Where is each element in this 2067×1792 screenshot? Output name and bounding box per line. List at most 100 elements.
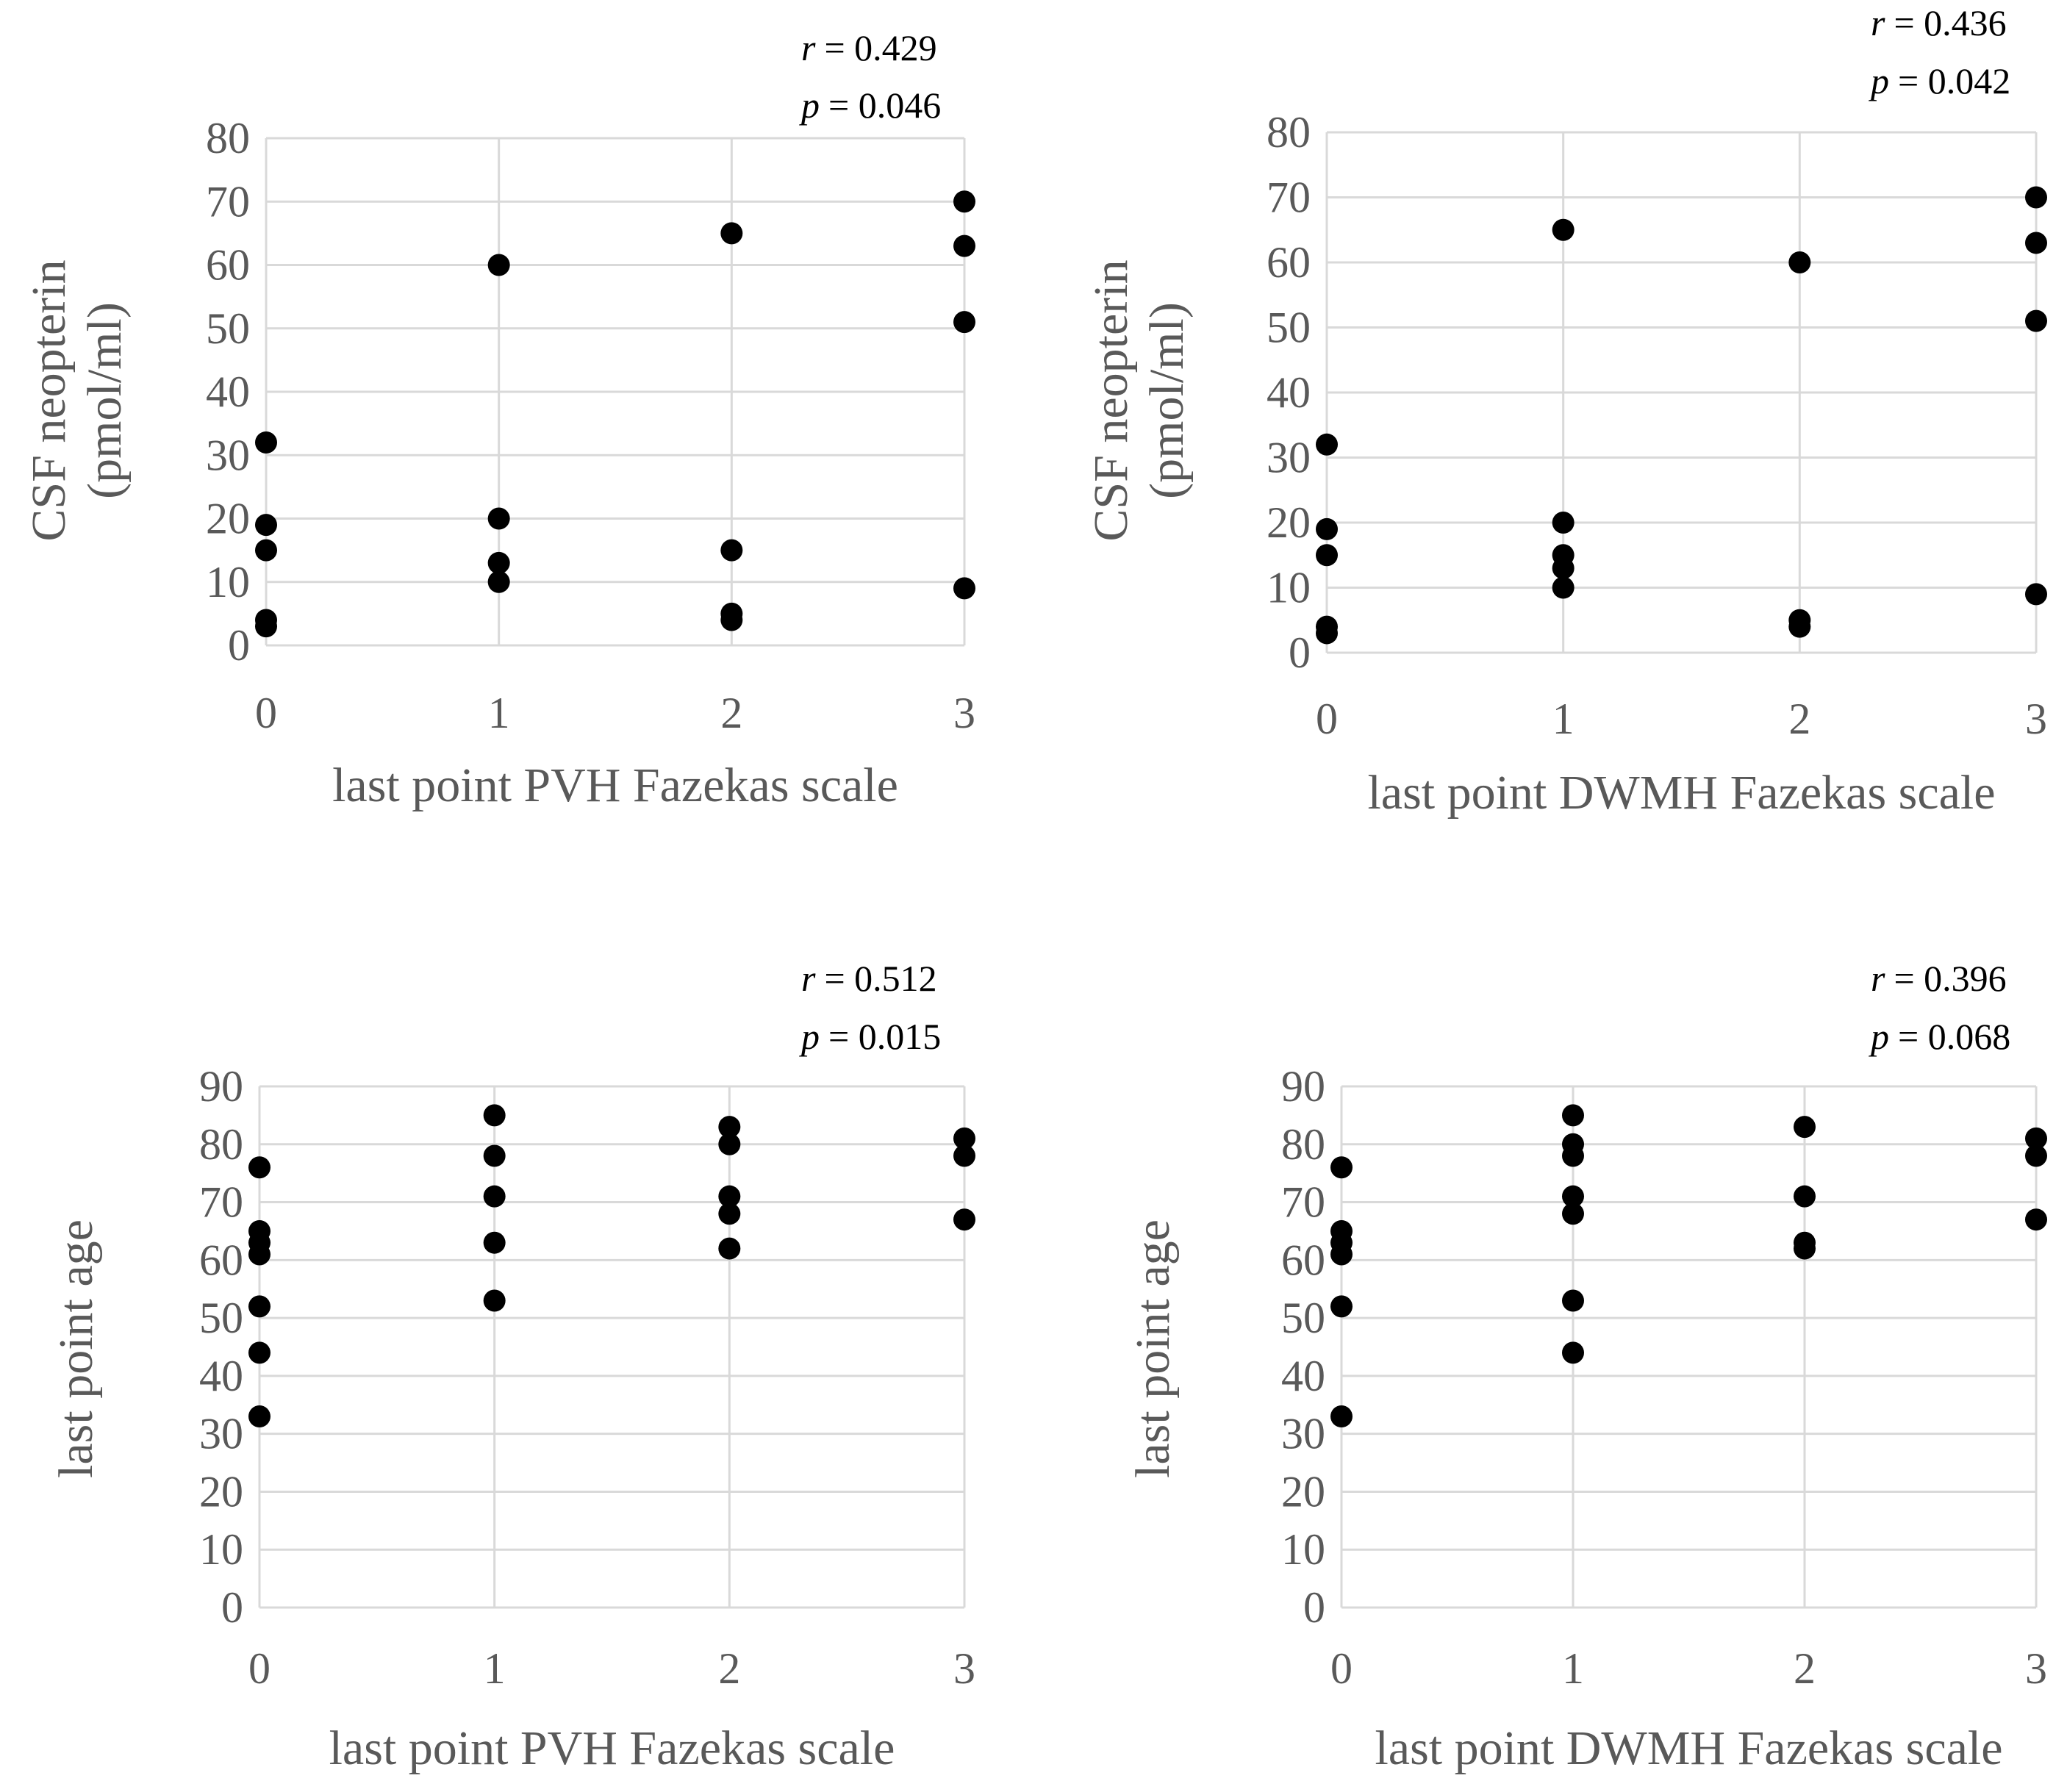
data-point <box>718 1185 741 1208</box>
data-point <box>248 1341 271 1364</box>
data-point <box>2025 309 2047 332</box>
data-point <box>248 1295 271 1318</box>
y-tick-label: 70 <box>1267 173 1311 222</box>
p-value: p = 0.046 <box>799 85 941 126</box>
y-axis-label-line: (pmol/ml) <box>1140 302 1194 499</box>
y-tick-label: 0 <box>221 1583 243 1632</box>
x-tick-label: 3 <box>2025 1644 2047 1693</box>
y-tick-label: 40 <box>206 368 250 416</box>
data-point <box>1788 615 1811 638</box>
y-tick-label: 60 <box>199 1236 243 1284</box>
data-point <box>2025 583 2047 606</box>
data-point <box>1552 556 1575 579</box>
y-tick-label: 20 <box>199 1467 243 1516</box>
y-tick-label: 70 <box>206 177 250 226</box>
p-value-text: = 0.046 <box>828 85 941 126</box>
y-tick-label: 80 <box>206 114 250 162</box>
y-tick-label: 20 <box>206 495 250 543</box>
r-value-text: = 0.429 <box>824 27 936 68</box>
data-point <box>248 1405 271 1428</box>
data-point <box>1788 251 1811 273</box>
data-point <box>720 222 743 245</box>
x-axis-label: last point DWMH Fazekas scale <box>1367 766 1995 820</box>
y-tick-label: 50 <box>206 304 250 353</box>
r-value: r = 0.512 <box>801 958 937 999</box>
chart-panel-3: 0 10 20 30 40 50 60 70 80 90 0 1 2 3 last point PVH Fa… <box>49 958 975 1775</box>
p-value-text: = 0.015 <box>828 1016 941 1057</box>
y-tick-label: 90 <box>199 1062 243 1111</box>
y-tick-label: 40 <box>1281 1352 1325 1400</box>
r-value-text: = 0.512 <box>824 958 936 999</box>
r-value: r = 0.396 <box>1871 958 2007 999</box>
data-point <box>483 1144 506 1167</box>
data-point <box>483 1231 506 1254</box>
y-tick-label: 80 <box>1267 108 1311 157</box>
chart-panel-4: 0 10 20 30 40 50 60 70 80 90 0 1 2 3 last point DWMH F… <box>1126 958 2047 1775</box>
y-tick-label: 0 <box>228 621 250 670</box>
y-tick-label: 80 <box>1281 1120 1325 1169</box>
x-tick-label: 3 <box>2025 695 2047 743</box>
y-tick-label: 40 <box>199 1352 243 1400</box>
data-point <box>1552 576 1575 599</box>
x-tick-label: 2 <box>720 689 742 737</box>
data-point <box>1562 1203 1584 1225</box>
data-point <box>953 577 975 600</box>
y-tick-label: 10 <box>1267 564 1311 612</box>
x-tick-label: 3 <box>953 1644 975 1693</box>
x-tick-label: 1 <box>484 1644 506 1693</box>
y-tick-label: 0 <box>1289 628 1311 677</box>
data-point <box>2025 1208 2047 1231</box>
x-tick-label: 2 <box>1794 1644 1816 1693</box>
x-axis-label: last point PVH Fazekas scale <box>329 1721 895 1775</box>
data-point <box>1330 1295 1353 1318</box>
data-point <box>2025 1127 2047 1150</box>
data-point <box>718 1203 741 1225</box>
y-tick-label: 80 <box>199 1120 243 1169</box>
y-axis-label-line: CSF neopterin <box>22 259 76 541</box>
y-axis-label: CSF neopterin(pmol/ml) <box>1084 259 1194 541</box>
data-point <box>1330 1243 1353 1266</box>
y-tick-label: 50 <box>1281 1294 1325 1342</box>
y-tick-label: 20 <box>1267 498 1311 547</box>
data-point <box>1794 1116 1816 1139</box>
y-tick-label: 10 <box>1281 1525 1325 1574</box>
x-tick-label: 2 <box>718 1644 740 1693</box>
data-point <box>487 551 510 574</box>
data-point <box>720 539 743 562</box>
y-axis-label: CSF neopterin(pmol/ml) <box>22 259 132 541</box>
y-axis-label-line: CSF neopterin <box>1084 259 1138 541</box>
y-tick-label: 30 <box>1281 1410 1325 1458</box>
data-point <box>718 1116 741 1139</box>
y-tick-label: 30 <box>206 431 250 479</box>
data-point <box>953 1208 975 1231</box>
data-point <box>1330 1156 1353 1179</box>
data-point <box>255 539 277 562</box>
y-tick-label: 30 <box>1267 434 1311 482</box>
p-value: p = 0.015 <box>799 1016 941 1057</box>
data-point <box>1562 1144 1584 1167</box>
chart-panel-2: 0 10 20 30 40 50 60 70 80 0 1 2 3 last point DWMH Faz… <box>1084 2 2047 820</box>
data-point <box>483 1185 506 1208</box>
data-point <box>1562 1185 1584 1208</box>
r-symbol: r <box>1871 958 1885 999</box>
data-point <box>953 234 975 257</box>
y-tick-label: 70 <box>1281 1178 1325 1227</box>
data-point <box>1552 218 1575 241</box>
y-axis-label: last point age <box>49 1219 103 1478</box>
data-point <box>255 431 277 454</box>
y-tick-label: 0 <box>1303 1583 1325 1632</box>
data-point <box>1330 1405 1353 1428</box>
y-tick-label: 20 <box>1281 1467 1325 1516</box>
data-point <box>953 190 975 213</box>
r-value-text: = 0.436 <box>1894 2 2006 43</box>
x-tick-label: 2 <box>1788 695 1810 743</box>
y-tick-label: 30 <box>199 1410 243 1458</box>
x-tick-label: 0 <box>248 1644 271 1693</box>
y-tick-label: 60 <box>206 241 250 290</box>
y-axis-label-line: last point age <box>1126 1219 1180 1478</box>
data-point <box>487 507 510 530</box>
r-symbol: r <box>801 27 816 68</box>
data-point <box>720 609 743 631</box>
x-tick-label: 0 <box>1316 695 1338 743</box>
p-symbol: p <box>799 85 820 126</box>
